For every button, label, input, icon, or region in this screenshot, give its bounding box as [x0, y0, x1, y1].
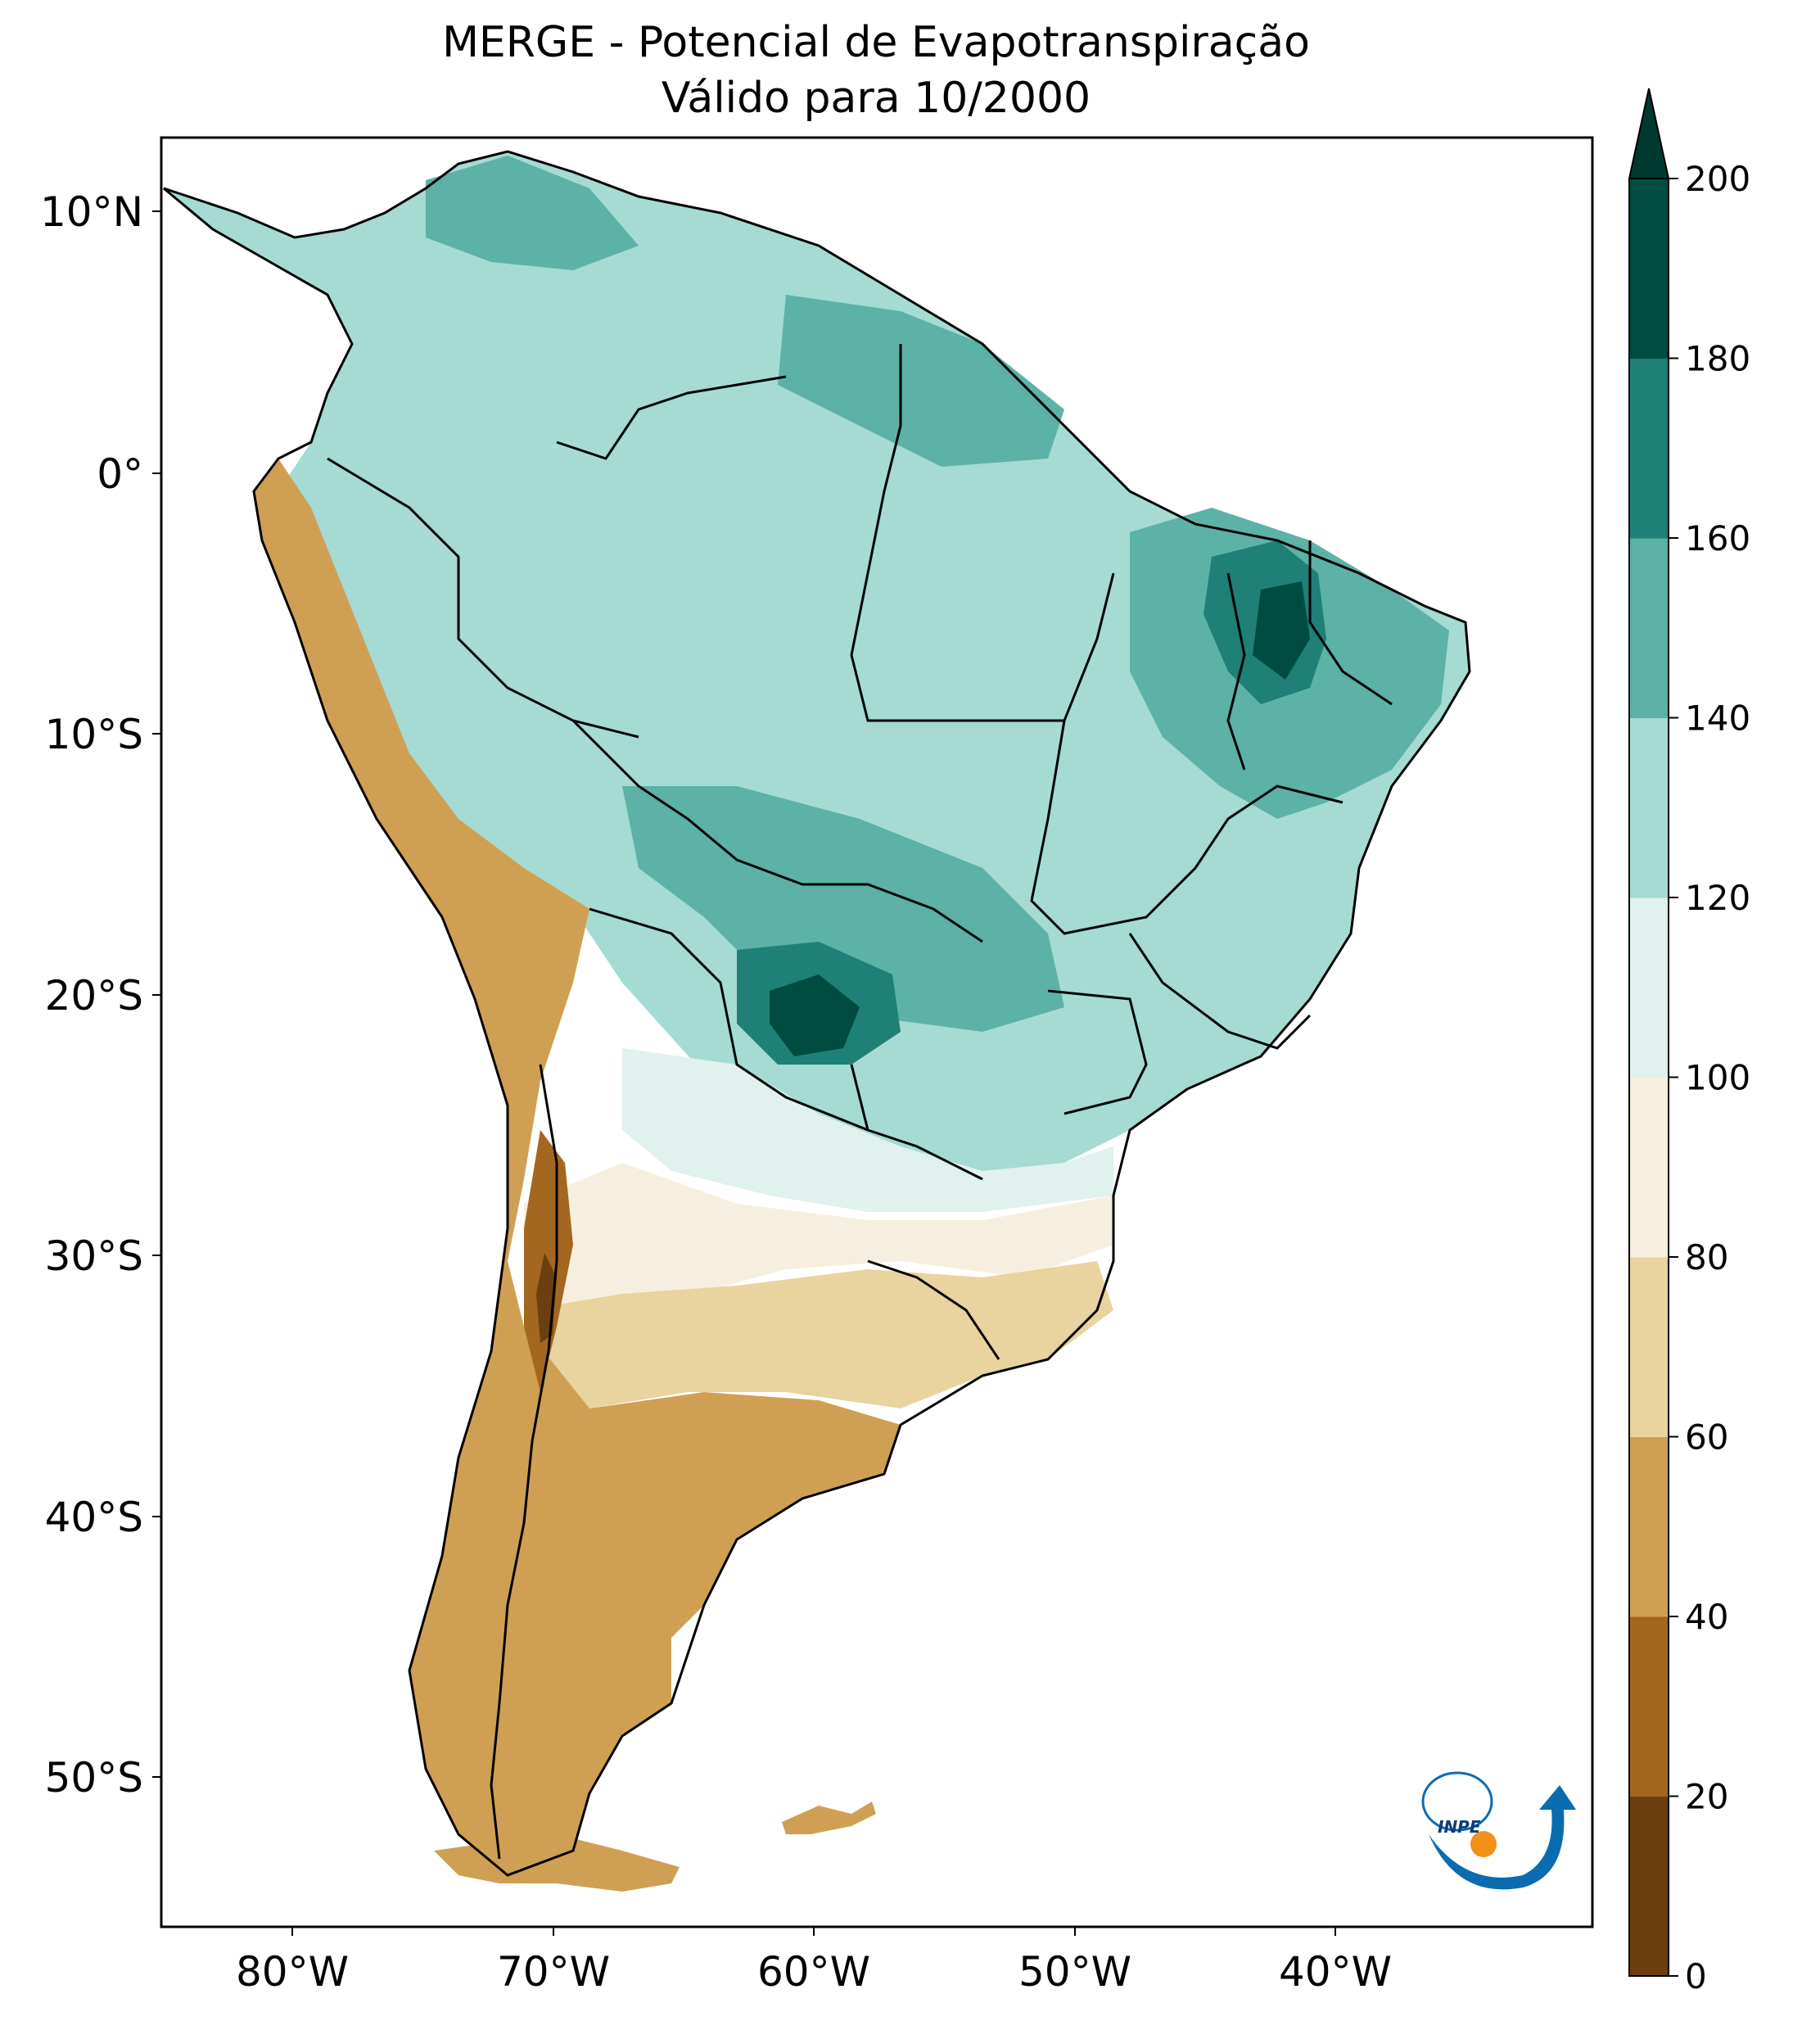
colorbar-swatch [1629, 897, 1669, 1078]
lat-tick-50s: 50°S [45, 1754, 143, 1802]
map-title: MERGE - Potencial de Evapotranspiração [442, 18, 1310, 67]
colorbar-tick-label: 120 [1685, 878, 1750, 918]
lon-tick-80w: 80°W [236, 1948, 349, 1996]
lon-tick-40w: 40°W [1279, 1948, 1392, 1996]
colorbar-tick-label: 100 [1685, 1058, 1750, 1098]
longitude-tick-labels: 80°W 70°W 60°W 50°W 40°W [236, 1927, 1392, 1996]
colorbar-tick-label: 160 [1685, 518, 1750, 558]
high-et-region-center [622, 786, 1064, 1032]
political-borders [163, 150, 1471, 1877]
lon-tick-70w: 70°W [497, 1948, 610, 1996]
colorbar-swatch [1629, 1796, 1669, 1977]
logo-orbit-ring [1421, 1771, 1493, 1832]
lon-tick-60w: 60°W [757, 1948, 870, 1996]
colorbar-tick-label: 180 [1685, 339, 1750, 379]
andes-dry-band [254, 459, 901, 1875]
tierra-del-fuego [434, 1834, 680, 1892]
falkland-islands [782, 1802, 876, 1834]
colorbar-swatch [1629, 1077, 1669, 1258]
logo-orange-dot [1470, 1831, 1497, 1857]
inpe-logo: INPE [1421, 1771, 1576, 1890]
lat-tick-0: 0° [97, 450, 143, 498]
colorbar-tick-label: 0 [1685, 1956, 1707, 1996]
landmass-north [164, 151, 1470, 1179]
colorbar-swatch [1629, 1436, 1669, 1617]
lat-tick-10s: 10°S [45, 711, 143, 758]
high-et-region-north [426, 156, 639, 270]
map-subtitle: Válido para 10/2000 [661, 74, 1091, 123]
high-et-region-guianas [778, 295, 1064, 467]
lat-tick-10n: 10°N [40, 188, 143, 236]
colorbar-tick-label: 80 [1685, 1237, 1728, 1277]
colorbar-swatch [1629, 538, 1669, 718]
colorbar-swatch [1629, 179, 1669, 359]
colorbar: 0 20 40 60 80 100 120 140 160 180 200 [1628, 88, 1750, 1996]
band-60-80 [524, 1261, 1113, 1408]
colorbar-tick-label: 140 [1685, 699, 1750, 739]
colorbar-swatch [1629, 358, 1669, 539]
colorbar-swatch [1629, 717, 1669, 898]
colorbar-swatch [1629, 1257, 1669, 1437]
colorbar-tick-label: 40 [1685, 1597, 1728, 1637]
latitude-tick-labels: 10°N 0° 10°S 20°S 30°S 40°S 50°S [40, 188, 161, 1802]
colorbar-tick-label: 20 [1685, 1777, 1728, 1817]
peak-et-core-chaco [770, 974, 860, 1056]
lat-tick-40s: 40°S [45, 1494, 143, 1541]
band-100-120 [622, 1048, 1113, 1212]
peak-et-core-northeast [1253, 581, 1310, 680]
logo-text: INPE [1438, 1817, 1481, 1837]
lat-tick-30s: 30°S [45, 1232, 143, 1280]
logo-blue-swoosh [1429, 1785, 1576, 1890]
band-80-100 [524, 1163, 1113, 1327]
lat-tick-20s: 20°S [45, 972, 143, 1020]
lon-tick-50w: 50°W [1018, 1948, 1131, 1996]
map-panel [160, 136, 1594, 1928]
colorbar-tick-label: 60 [1685, 1417, 1728, 1458]
colorbar-extend-arrow [1628, 88, 1670, 179]
colorbar-swatch [1629, 1616, 1669, 1797]
colorbar-tick-label: 200 [1685, 159, 1750, 199]
